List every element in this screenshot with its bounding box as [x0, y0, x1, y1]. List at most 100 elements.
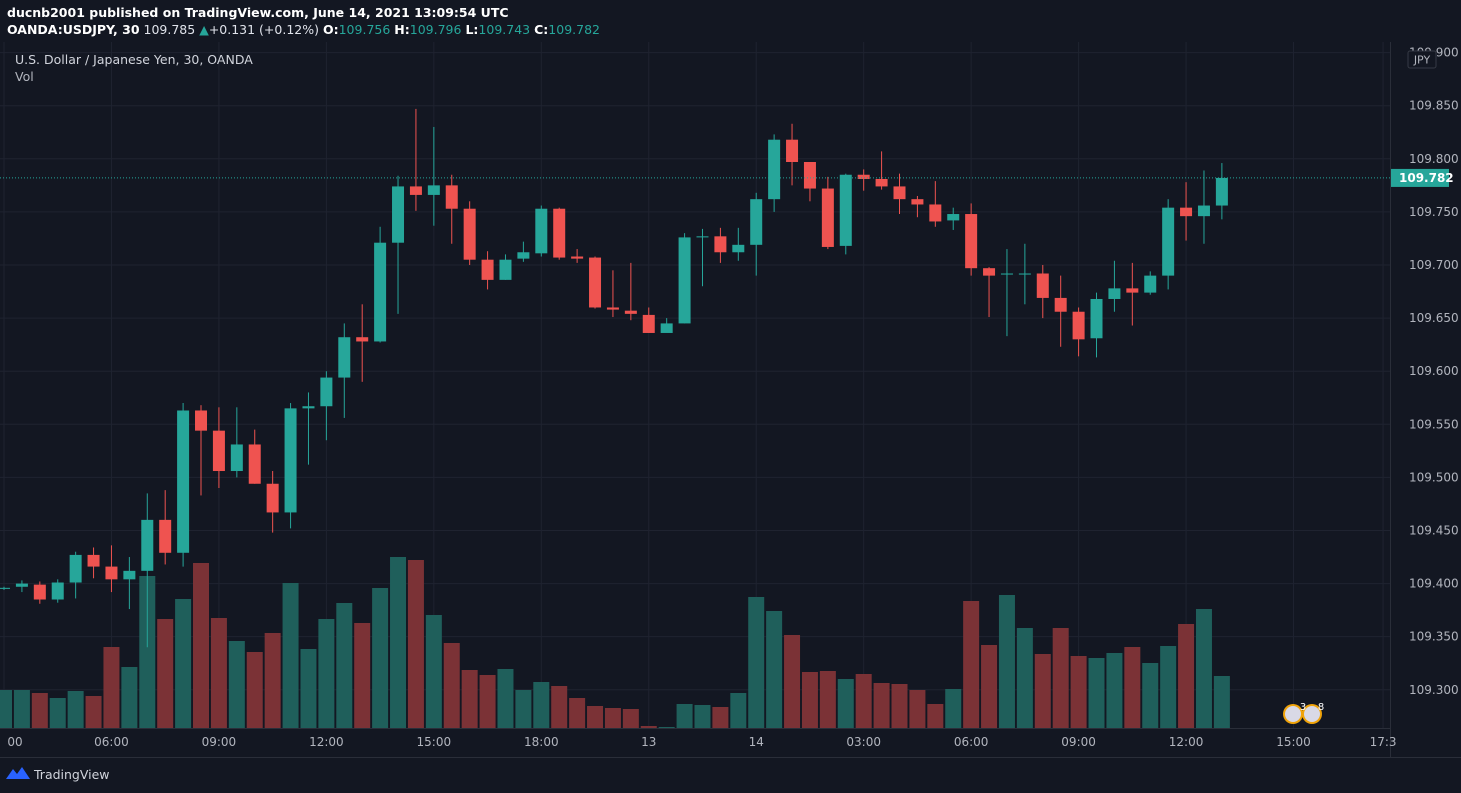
volume-bar — [407, 560, 424, 728]
candle-body — [320, 377, 333, 407]
price: 109.785 — [143, 22, 196, 37]
volume-bar — [1160, 646, 1177, 728]
volume-bar — [246, 652, 263, 728]
currency-label: JPY — [1413, 54, 1431, 67]
candle-body — [1126, 288, 1139, 293]
y-tick-label: 109.850 — [1409, 99, 1459, 113]
ohlc-line: OANDA:USDJPY, 30 109.785 ▲+0.131 (+0.12%… — [7, 21, 600, 38]
y-tick-label: 109.550 — [1409, 417, 1459, 431]
volume-bar — [175, 599, 192, 728]
candle-body — [839, 174, 852, 246]
badge-flag — [1285, 706, 1301, 722]
candle-body — [266, 483, 279, 513]
volume-bar — [425, 615, 442, 728]
candle-body — [983, 268, 996, 276]
volume-bar — [1052, 628, 1069, 728]
logo-icon — [6, 767, 30, 779]
volume-bar — [784, 635, 801, 728]
x-tick-label: 06:00 — [94, 735, 129, 749]
publisher: ducnb2001 published on TradingView.com, … — [7, 5, 509, 20]
candle-body — [409, 186, 422, 195]
volume-bar — [569, 698, 586, 728]
candle-body — [1036, 273, 1049, 298]
candle-body — [284, 408, 297, 513]
volume-bar — [1016, 628, 1033, 728]
candle-body — [0, 587, 10, 589]
volume-bar — [658, 727, 675, 728]
candle-body — [302, 406, 315, 409]
candle-body — [141, 519, 154, 571]
volume-bar — [282, 583, 299, 728]
volume-bar — [157, 619, 174, 728]
change: +0.131 (+0.12%) — [208, 22, 319, 37]
candle-body — [535, 208, 548, 254]
x-tick-label: 06:00 — [954, 735, 989, 749]
x-tick-label: 18:00 — [524, 735, 559, 749]
volume-bar — [31, 693, 48, 728]
volume-bar — [1034, 654, 1051, 728]
x-tick-label: 17:3 — [1370, 735, 1397, 749]
currency-box[interactable] — [1407, 50, 1437, 69]
l-label: L: — [465, 22, 479, 37]
volume-bar — [0, 690, 12, 728]
x-tick-label: 12:00 — [1169, 735, 1204, 749]
volume-bar — [998, 595, 1015, 728]
volume-bar — [533, 682, 550, 728]
candle-body — [732, 244, 745, 253]
volume-bar — [963, 601, 980, 728]
volume-bar — [318, 619, 335, 728]
event-badges[interactable]: 3 8 — [1283, 702, 1324, 724]
volume-bar — [1088, 658, 1105, 728]
y-tick-label: 109.700 — [1409, 258, 1459, 272]
x-tick-label: 03:00 — [846, 735, 881, 749]
volume-bar — [1195, 609, 1212, 728]
candle-body — [696, 236, 709, 238]
volume-bar — [515, 690, 532, 728]
candle-body — [392, 186, 405, 243]
candle-body — [123, 570, 136, 580]
arrow: ▲ — [199, 22, 209, 37]
candle-body — [624, 310, 637, 314]
candle-body — [1000, 273, 1013, 275]
candle-body — [177, 410, 190, 553]
volume-bar — [390, 557, 407, 728]
x-tick-label: 13 — [641, 735, 656, 749]
x-tick-label: 14 — [749, 735, 764, 749]
c-label: C: — [534, 22, 549, 37]
candle-body — [1144, 275, 1157, 293]
candle-body — [33, 584, 46, 600]
x-tick-label: 15:00 — [1276, 735, 1311, 749]
candle-body — [1108, 288, 1121, 299]
volume-bar — [640, 726, 657, 728]
volume-bar — [210, 618, 227, 728]
volume-bar — [873, 683, 890, 728]
volume-bar — [461, 670, 478, 728]
volume-bar — [85, 696, 102, 728]
volume-bar — [193, 563, 210, 728]
y-tick-label: 109.450 — [1409, 523, 1459, 537]
volume-bar — [819, 671, 836, 728]
candle-body — [642, 314, 655, 333]
candle-body — [499, 259, 512, 280]
candle-body — [714, 236, 727, 253]
volume-bar — [676, 704, 693, 728]
logo-text: TradingView — [33, 767, 110, 782]
volume-bar — [49, 698, 66, 728]
y-tick-label: 109.300 — [1409, 683, 1459, 697]
volume-bar — [909, 690, 926, 728]
candle-body — [893, 186, 906, 200]
y-tick-label: 109.800 — [1409, 152, 1459, 166]
volume-bar — [855, 674, 872, 728]
candle-body — [606, 307, 619, 310]
o-value: 109.756 — [338, 22, 391, 37]
candle-body — [517, 252, 530, 259]
volume-bar — [927, 704, 944, 728]
candle-body — [786, 139, 799, 162]
tradingview-logo[interactable]: TradingView — [6, 767, 110, 782]
x-tick-label: 09:00 — [202, 735, 237, 749]
badge-count: 8 — [1318, 702, 1324, 713]
candle-body — [911, 199, 924, 205]
header: ducnb2001 published on TradingView.com, … — [7, 4, 600, 38]
candle-body — [571, 256, 584, 259]
